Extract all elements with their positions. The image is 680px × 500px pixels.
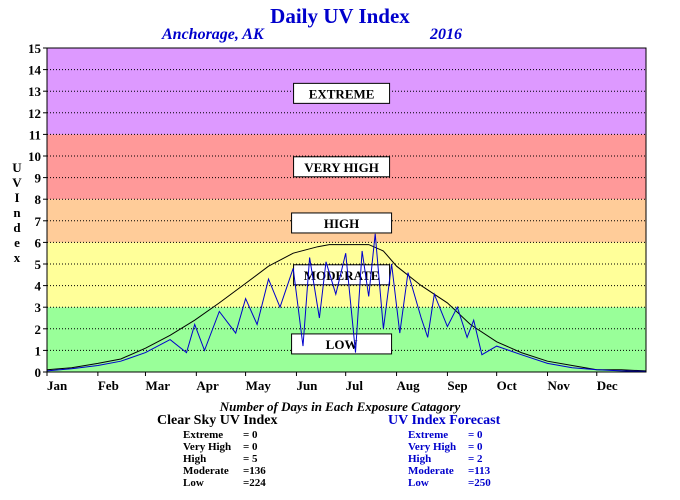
stats-row: Extreme = 0: [388, 429, 500, 441]
y-tick-label: 6: [35, 235, 42, 250]
x-tick-label: Jun: [296, 378, 318, 393]
band-label: EXTREME: [309, 86, 375, 101]
band-label: HIGH: [324, 216, 359, 231]
stats-row: High = 5: [157, 453, 277, 465]
y-tick-label: 1: [35, 343, 42, 358]
x-tick-label: Jul: [346, 378, 364, 393]
stats-row: High = 2: [388, 453, 500, 465]
x-tick-label: Aug: [397, 378, 421, 393]
y-tick-label: 5: [35, 257, 42, 272]
clear-sky-stats-panel: Clear Sky UV Index Extreme = 0 Very High =…: [157, 413, 277, 489]
forecast-stats-panel: UV Index Forecast Extreme = 0 Very High = …: [388, 413, 500, 489]
y-tick-label: 15: [28, 41, 42, 56]
band-label-box: [293, 156, 391, 178]
stats-row-value: =224: [243, 477, 266, 489]
stats-row-label: Very High: [183, 441, 232, 453]
x-tick-label: Mar: [145, 378, 170, 393]
y-tick-label: 7: [35, 214, 42, 229]
chart-subtitle-location: Anchorage, AK: [162, 26, 264, 43]
stats-row-label: Extreme: [183, 429, 224, 441]
stats-row-value: = 0: [243, 429, 258, 441]
stats-row-value: =113: [468, 465, 491, 477]
y-tick-label: 13: [28, 84, 42, 99]
chart-title: Daily UV Index: [270, 4, 410, 28]
stats-row-value: =136: [243, 465, 266, 477]
x-tick-label: Apr: [196, 378, 219, 393]
stats-row-label: Extreme: [408, 429, 449, 441]
y-axis-label-letter: V: [12, 175, 22, 190]
stats-title: Number of Days in Each Exposure Catagory: [219, 399, 461, 414]
clear-sky-stats-heading: Clear Sky UV Index: [157, 413, 278, 428]
forecast-stats-heading: UV Index Forecast: [388, 413, 501, 428]
band-label: LOW: [326, 337, 358, 352]
y-axis-label-letter: d: [13, 220, 21, 235]
y-tick-label: 0: [35, 365, 42, 380]
stats-row-value: = 0: [468, 429, 483, 441]
stats-row: Low =224: [157, 477, 277, 489]
chart-subtitle-year: 2016: [430, 26, 462, 43]
stats-row-value: = 5: [243, 453, 258, 465]
y-tick-label: 3: [35, 300, 42, 315]
y-tick-label: 10: [28, 149, 41, 164]
stats-row-label: High: [183, 453, 207, 465]
y-tick-label: 11: [29, 127, 41, 142]
stats-row-value: =250: [468, 477, 491, 489]
y-tick-label: 9: [35, 171, 42, 186]
stats-row: Moderate =136: [157, 465, 277, 477]
y-axis-label-letter: n: [13, 205, 21, 220]
y-tick-label: 2: [35, 322, 42, 337]
x-tick-label: Jan: [47, 378, 68, 393]
y-axis-label-letter: U: [12, 160, 22, 175]
stats-row-label: Low: [183, 477, 204, 489]
y-tick-label: 12: [28, 106, 41, 121]
plot-frame: [46, 47, 647, 373]
band-label-box: [291, 212, 393, 234]
stats-row-label: Moderate: [183, 465, 229, 477]
x-tick-label: Feb: [98, 378, 119, 393]
stats-row-label: High: [408, 453, 432, 465]
x-tick-label: Dec: [597, 378, 618, 393]
band-label-box: [293, 82, 391, 104]
stats-row: Very High = 0: [157, 441, 277, 453]
y-tick-label: 4: [35, 279, 42, 294]
stats-row: Low =250: [388, 477, 500, 489]
x-tick-label: May: [246, 378, 272, 393]
y-tick-label: 8: [35, 192, 42, 207]
y-axis-label-letter: e: [14, 235, 20, 250]
stats-row-value: = 0: [468, 441, 483, 453]
x-tick-label: Nov: [548, 378, 571, 393]
y-axis-label-letter: x: [13, 250, 21, 265]
stats-row-value: = 2: [468, 453, 483, 465]
stats-row-label: Moderate: [408, 465, 454, 477]
forecast-line: [46, 233, 647, 372]
stats-row: Extreme = 0: [157, 429, 277, 441]
x-tick-label: Oct: [497, 378, 518, 393]
stats-row-label: Very High: [408, 441, 457, 453]
stats-row: Very High = 0: [388, 441, 500, 453]
y-axis-label-letter: I: [14, 190, 20, 205]
stats-row: Moderate =113: [388, 465, 500, 477]
stats-row-value: = 0: [243, 441, 258, 453]
band-label-box: [291, 333, 393, 355]
clear-sky-line: [46, 244, 647, 372]
band-label: VERY HIGH: [304, 160, 379, 175]
stats-row-label: Low: [408, 477, 429, 489]
x-tick-label: Sep: [447, 378, 467, 393]
y-tick-label: 14: [28, 63, 42, 78]
